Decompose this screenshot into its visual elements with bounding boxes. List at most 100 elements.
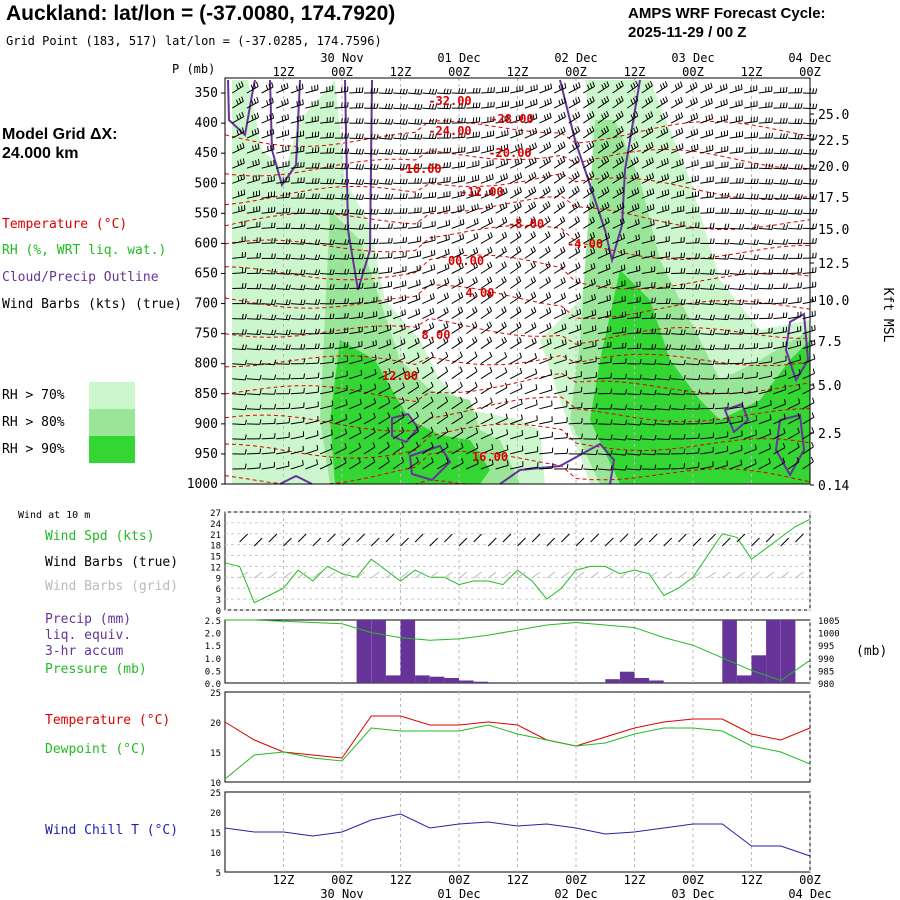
wind-barb [641, 224, 655, 229]
wind-barb-flag [244, 434, 247, 440]
wind-barb-flag [577, 126, 581, 132]
wind-barb [524, 419, 538, 425]
wind-barb-flag [296, 85, 298, 91]
wind-barb-flag [432, 278, 435, 284]
wind-barb [714, 197, 728, 199]
wind-barb-flag [415, 309, 418, 315]
wind-barb-flag [399, 178, 402, 184]
wind-barb-flag [332, 299, 335, 305]
wind-barb [290, 464, 304, 470]
wind-barb-flag [274, 299, 277, 305]
wind-barb-flag [519, 187, 522, 193]
wind-barb [407, 371, 420, 380]
wind-barb [495, 433, 508, 440]
wind-barb-flag [712, 299, 715, 305]
wind-barb-flag [636, 343, 639, 349]
wind-barb-flag [712, 374, 715, 380]
wind-barb-flag [660, 129, 664, 135]
wind-barb-flag [358, 268, 361, 274]
wind-barb-flag [620, 110, 624, 116]
wind-barb [407, 430, 419, 440]
wind-barb-flag [586, 174, 590, 180]
wind-barb-flag [753, 299, 756, 305]
wind-barb-flag [446, 292, 449, 298]
wind-barb-flag [625, 404, 628, 410]
wind-barb-flag [812, 118, 815, 124]
wind-barb-flag [616, 205, 620, 211]
wind-barb-flag [768, 239, 771, 245]
y-tick-label: 1.5 [205, 642, 221, 652]
wind-barb-flag [574, 202, 578, 208]
wind-barb [290, 392, 304, 395]
wind-barb-flag [341, 178, 344, 184]
wind-barb [232, 178, 245, 184]
wind-barb-flag [402, 382, 405, 388]
wind-barb [349, 212, 363, 215]
wind-barb-flag [415, 411, 419, 417]
wind-barb-flag [344, 163, 347, 169]
wind-barb [671, 363, 685, 366]
wind-barb-flag [344, 239, 347, 245]
grid-wind-barb [678, 571, 687, 579]
wind-barb-flag [606, 96, 610, 101]
wind-barb-flag [652, 188, 655, 194]
wind-barb-flag [317, 284, 321, 290]
wind-barb-flag [639, 327, 642, 333]
wind-barb-flag [259, 359, 262, 365]
wind-barb [583, 221, 595, 229]
wind-barb-flag [651, 344, 654, 350]
wind-barb [320, 347, 334, 350]
wind-barb-flag [506, 158, 509, 164]
grid-wind-barb [312, 571, 322, 579]
wind-barb-flag [698, 433, 700, 439]
wind-barb [524, 103, 538, 109]
wind-barb [597, 315, 611, 320]
wind-barb-flag [490, 202, 494, 208]
wind-barb [744, 136, 758, 139]
temperature-contour-label: -16.00 [398, 162, 441, 176]
wind-barb-flag [347, 239, 350, 245]
wind-barb-flag [779, 208, 783, 215]
wind-barb-flag [546, 308, 549, 314]
wind-barb-flag [400, 339, 403, 345]
wind-barb-flag [756, 178, 759, 184]
wind-barb-flag [513, 204, 517, 210]
wind-barb-flag [485, 190, 488, 196]
wind-barb-flag [645, 84, 649, 90]
y-tick-label: 2.0 [205, 630, 221, 640]
wind-barb [261, 117, 274, 124]
wind-barb-flag [770, 399, 772, 405]
wind-barb [407, 313, 420, 320]
wind-barb-flag [316, 444, 319, 450]
wind-barb [554, 421, 568, 425]
grid-wind-barb [327, 571, 336, 579]
height-axis-title: Kft MSL [880, 288, 895, 343]
grid-wind-barb [444, 571, 453, 579]
wind-chill-label: Wind Chill T (°C) [45, 823, 179, 838]
wind-barb [334, 273, 348, 275]
wind-barb-flag [520, 398, 523, 404]
wind-barb-flag [765, 193, 768, 199]
wind-barb [685, 378, 699, 381]
temperature-contour [224, 372, 811, 403]
wind-barb-flag [326, 193, 329, 199]
wind-barb-flag [274, 374, 277, 380]
wind-barb [729, 420, 743, 425]
wind-barb [305, 434, 319, 440]
wind-barb-flag [271, 314, 274, 320]
wind-barb-flag [601, 114, 605, 120]
wind-barb-flag [666, 142, 669, 148]
wind-barb-flag [592, 216, 595, 222]
wind-barb-flag [630, 144, 634, 150]
wind-barb [451, 223, 465, 229]
wind-barb-flag [250, 84, 254, 90]
wind-barb-flag [604, 188, 607, 194]
wind-barb-flag [458, 103, 461, 109]
wind-barb [305, 463, 318, 470]
wind-barb-flag [765, 117, 767, 123]
wind-barb [568, 251, 581, 259]
wind-barb-flag [800, 179, 803, 185]
wind-barb [524, 265, 536, 274]
wind-barb-flag [739, 223, 742, 230]
surface-wind-barb [458, 537, 468, 547]
